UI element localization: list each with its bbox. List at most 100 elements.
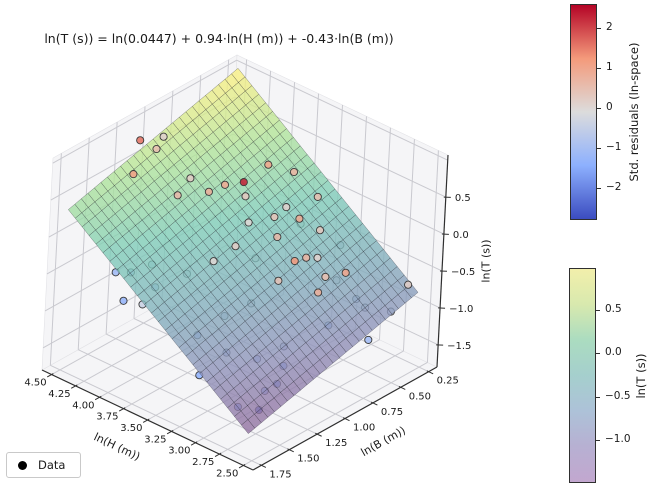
data-point (341, 268, 350, 277)
y-tick-label: 1.50 (297, 454, 319, 465)
colorbar-residuals: Std. residuals (ln-space) 2 1 0 −1 −2 (570, 4, 662, 220)
x-tick-label: 4.50 (24, 378, 46, 389)
y-tick (342, 417, 350, 422)
x-tick (46, 373, 54, 378)
y-tick-label: 0.50 (409, 391, 431, 402)
x-tick (214, 452, 222, 457)
x-tick (118, 407, 126, 412)
y-tick (315, 432, 322, 437)
z-tick-label: −1.0 (449, 304, 473, 315)
data-point (270, 212, 279, 222)
y-tick (287, 448, 294, 453)
data-point (186, 174, 195, 183)
z-tick-label: −0.5 (451, 267, 475, 278)
data-point (244, 218, 253, 227)
x-tick-label: 4.00 (72, 400, 94, 411)
x-tick-label: 3.75 (96, 412, 118, 423)
colorbar-residuals-label: Std. residuals (ln-space) (627, 42, 641, 182)
y-tick-label: 1.75 (269, 469, 291, 480)
colorbar-tick-label: 2 (606, 21, 613, 33)
colorbar-tick-label: −1 (606, 141, 622, 153)
colorbar-lnT-label: ln(T (s)) (634, 352, 648, 399)
y-tick-label: 1.00 (353, 423, 375, 434)
data-point (136, 136, 145, 145)
y-tick-label: 0.25 (437, 376, 459, 387)
data-point (313, 253, 322, 262)
data-point (173, 191, 182, 200)
colorbar-tick-label: −1.0 (605, 433, 631, 446)
data-point (302, 253, 311, 262)
wall-grid-y (49, 153, 62, 366)
x-tick (238, 464, 246, 469)
data-point (231, 242, 240, 251)
data-point (159, 132, 168, 141)
x-tick-label: 3.25 (144, 434, 166, 445)
colorbar-tick (595, 396, 600, 398)
colorbar-tick (595, 309, 600, 311)
data-point-marker-icon (18, 460, 27, 470)
x-tick (70, 384, 78, 389)
axis-ticks: 4.504.254.003.753.503.253.002.752.50 1.75… (24, 193, 475, 480)
wall-grid-x (402, 139, 415, 352)
surface-mesh (67, 67, 419, 434)
colorbar-tick (595, 353, 600, 355)
data-point (264, 160, 273, 169)
y-tick-label: 1.25 (325, 438, 347, 449)
data-point (220, 180, 230, 189)
y-tick (426, 370, 434, 375)
data-point (241, 192, 250, 201)
data-point (364, 335, 373, 344)
colorbar-tick (596, 28, 601, 29)
z-axis-label: ln(T (s)) (480, 239, 493, 282)
y-tick (259, 464, 267, 468)
surface-cell (67, 203, 83, 219)
x-tick (142, 418, 150, 423)
colorbar-tick (596, 188, 601, 189)
floor-grid-y (50, 364, 262, 466)
data-point (129, 170, 138, 179)
y-tick (398, 385, 406, 390)
x-tick-label: 3.50 (120, 423, 142, 434)
scatter-points (129, 132, 413, 297)
colorbar-lnT: ln(T (s)) 0.5 0.0 −0.5 −1.0 (569, 268, 662, 483)
x-tick (190, 441, 198, 446)
z-tick-label: 0.0 (453, 230, 469, 241)
colorbar-tick (596, 68, 601, 69)
colorbar-tick-label: −2 (606, 181, 622, 193)
legend: Data (6, 452, 82, 478)
colorbar-tick (596, 148, 601, 149)
x-tick (94, 395, 102, 401)
plot-title: ln(T (s)) = ln(0.0447) + 0.94·ln(H (m)) … (44, 31, 394, 46)
x-tick-label: 3.00 (168, 446, 190, 457)
colorbar-tick-label: 1 (606, 61, 613, 73)
colorbar-tick (596, 108, 601, 109)
data-point (119, 296, 128, 305)
colorbar-tick-label: 0 (606, 101, 613, 113)
data-point (239, 178, 248, 187)
data-point (314, 288, 323, 297)
data-point (295, 214, 304, 223)
data-point (273, 232, 282, 242)
y-tick (370, 401, 378, 406)
wall-grid-x (426, 150, 439, 363)
colorbar-tick-label: −0.5 (605, 389, 631, 402)
floor-grid-y (78, 349, 290, 451)
wall-grid-z (52, 59, 237, 164)
data-point (289, 167, 299, 177)
x-tick (166, 429, 174, 435)
data-point (282, 203, 291, 212)
colorbar-tick (595, 440, 600, 442)
data-point (274, 276, 283, 285)
data-point (404, 280, 413, 289)
wall-grid-z (236, 59, 448, 161)
z-tick-label: 0.5 (455, 193, 471, 204)
x-axis-label: ln(H (m)) (92, 430, 142, 463)
colorbar-tick-label: 0.0 (605, 346, 622, 359)
colorbar-residuals-gradient (570, 4, 597, 220)
data-point (209, 257, 218, 266)
wall-grid-y (77, 137, 90, 350)
z-axis-line (436, 154, 449, 368)
colorbar-lnT-gradient (569, 268, 596, 483)
data-point (321, 272, 330, 281)
